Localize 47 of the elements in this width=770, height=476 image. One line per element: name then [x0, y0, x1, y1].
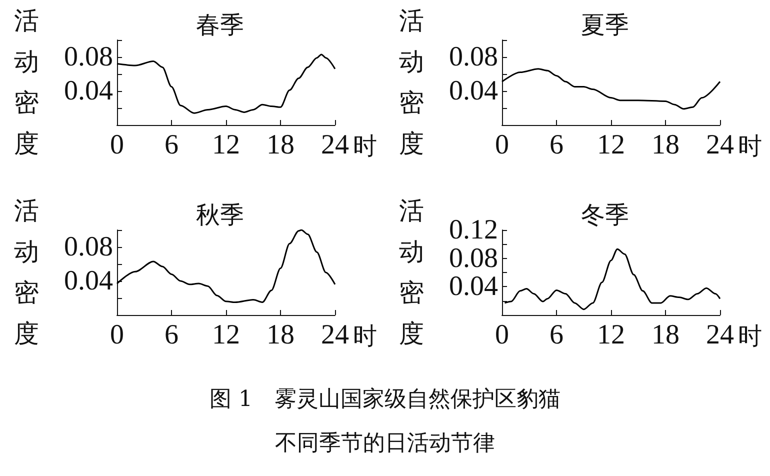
x-tick-label: 24: [321, 320, 349, 350]
x-tick-label: 24: [321, 130, 349, 160]
x-tick-label: 6: [550, 130, 564, 160]
chart-title: 春季: [196, 11, 244, 39]
y-tick-label: 0.04: [64, 266, 113, 296]
line-series: [504, 248, 721, 310]
x-tick-label: 12: [212, 130, 240, 160]
text: 不同季节的日活动节律: [274, 430, 496, 458]
y-axis-title: 活动密度: [399, 195, 425, 350]
y-tick-label: 0.04: [64, 76, 113, 106]
x-axis-title: 时: [738, 322, 762, 350]
x-tick-label: 24: [706, 320, 734, 350]
x-tick-label: 18: [266, 130, 294, 160]
y-tick-label: 0.08: [64, 232, 113, 262]
x-tick-label: 18: [266, 320, 294, 350]
x-tick-label: 18: [652, 320, 680, 350]
y-axis-title: 活动密度: [14, 5, 40, 160]
x-axis-title: 时: [738, 132, 762, 160]
x-tick-label: 12: [597, 130, 625, 160]
y-axis-title: 活动密度: [14, 195, 40, 350]
chart-title: 秋季: [196, 201, 244, 229]
x-tick-label: 24: [706, 130, 734, 160]
x-tick-label: 0: [495, 320, 509, 350]
chart-title: 夏季: [581, 11, 629, 39]
line-series: [116, 229, 336, 303]
y-tick-label: 0.08: [64, 42, 113, 72]
x-tick-label: 6: [550, 320, 564, 350]
line-series: [501, 68, 721, 110]
x-tick-label: 0: [110, 130, 124, 160]
x-tick-label: 6: [164, 130, 178, 160]
x-tick-label: 6: [164, 320, 178, 350]
chart-title: 冬季: [581, 201, 629, 229]
x-tick-label: 0: [110, 320, 124, 350]
y-tick-label: 0.04: [449, 76, 498, 106]
y-tick-label: 0.08: [449, 42, 498, 72]
caption: 图 1 雾灵山国家级自然保护区豹猫: [208, 386, 562, 414]
line-series: [116, 54, 336, 114]
x-axis-title: 时: [352, 132, 377, 160]
x-axis-title: 时: [352, 322, 377, 350]
y-tick-label: 0.04: [449, 271, 498, 302]
x-tick-label: 12: [597, 320, 625, 350]
x-tick-label: 0: [495, 130, 509, 160]
y-axis-title: 活动密度: [399, 5, 425, 160]
y-tick-label: 0.12: [449, 214, 498, 246]
x-tick-label: 12: [212, 320, 240, 350]
y-tick-label: 0.08: [449, 242, 498, 274]
x-tick-label: 18: [652, 130, 680, 160]
